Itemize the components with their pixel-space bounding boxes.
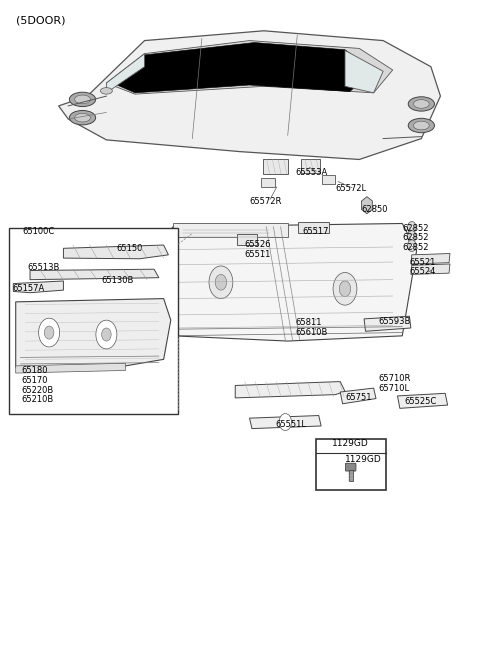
- Circle shape: [102, 328, 111, 341]
- Text: 65150: 65150: [116, 244, 142, 253]
- Text: 65524: 65524: [409, 268, 436, 276]
- Text: 65751: 65751: [345, 394, 372, 402]
- Polygon shape: [159, 224, 417, 341]
- Polygon shape: [107, 41, 393, 94]
- Text: 65157A: 65157A: [12, 284, 44, 293]
- Ellipse shape: [413, 100, 429, 108]
- Polygon shape: [411, 264, 450, 274]
- Circle shape: [44, 326, 54, 339]
- Circle shape: [410, 243, 414, 249]
- Text: 65220B: 65220B: [22, 386, 54, 394]
- Polygon shape: [397, 394, 447, 408]
- Ellipse shape: [70, 110, 96, 125]
- Circle shape: [333, 272, 357, 305]
- Text: 65130B: 65130B: [102, 276, 134, 285]
- Text: 65210B: 65210B: [22, 396, 54, 404]
- Polygon shape: [173, 224, 288, 237]
- Text: 65511: 65511: [245, 250, 271, 258]
- Polygon shape: [59, 31, 441, 159]
- Text: 65610B: 65610B: [295, 328, 327, 337]
- Circle shape: [408, 222, 416, 234]
- Bar: [298, 222, 329, 233]
- Polygon shape: [235, 382, 345, 398]
- Ellipse shape: [413, 121, 429, 130]
- Text: 65572L: 65572L: [336, 184, 367, 194]
- Circle shape: [408, 240, 416, 251]
- Circle shape: [209, 266, 233, 298]
- Bar: [9, 228, 178, 414]
- Text: 65710R: 65710R: [378, 375, 411, 384]
- Ellipse shape: [408, 118, 434, 133]
- Polygon shape: [340, 388, 376, 404]
- Text: 62852: 62852: [402, 243, 429, 251]
- Polygon shape: [364, 316, 411, 331]
- Text: 65710L: 65710L: [378, 384, 409, 393]
- Text: 62852: 62852: [402, 234, 429, 242]
- Polygon shape: [107, 54, 144, 93]
- Circle shape: [96, 320, 117, 349]
- Text: 65521: 65521: [409, 258, 436, 267]
- Text: 65811: 65811: [295, 318, 322, 327]
- FancyBboxPatch shape: [346, 463, 356, 471]
- Text: 65553A: 65553A: [295, 168, 327, 177]
- Ellipse shape: [70, 92, 96, 106]
- Ellipse shape: [75, 113, 90, 122]
- Text: 65100C: 65100C: [23, 227, 55, 236]
- Polygon shape: [111, 43, 373, 93]
- Polygon shape: [30, 269, 159, 279]
- Polygon shape: [13, 281, 63, 293]
- Circle shape: [38, 318, 60, 347]
- Ellipse shape: [408, 96, 434, 111]
- Text: 65517: 65517: [302, 227, 328, 236]
- Text: 65526: 65526: [245, 240, 271, 249]
- Polygon shape: [250, 415, 321, 428]
- Ellipse shape: [100, 88, 112, 94]
- Circle shape: [410, 234, 414, 239]
- Circle shape: [279, 413, 291, 430]
- Polygon shape: [16, 363, 125, 373]
- Text: 1129GD: 1129GD: [332, 439, 369, 448]
- Polygon shape: [63, 245, 168, 258]
- Bar: [349, 470, 353, 481]
- Bar: [263, 159, 288, 174]
- Text: 65551L: 65551L: [276, 420, 307, 429]
- Bar: [301, 159, 320, 173]
- Polygon shape: [16, 298, 171, 367]
- Text: 65593B: 65593B: [378, 317, 411, 326]
- Bar: [316, 439, 385, 490]
- Text: 65572R: 65572R: [250, 197, 282, 207]
- Polygon shape: [345, 51, 383, 93]
- Circle shape: [339, 281, 351, 297]
- Text: 65180: 65180: [22, 366, 48, 375]
- Circle shape: [408, 231, 416, 243]
- Text: 62850: 62850: [362, 205, 388, 214]
- Polygon shape: [411, 253, 450, 264]
- Ellipse shape: [75, 95, 90, 104]
- Text: (5DOOR): (5DOOR): [16, 16, 65, 26]
- Text: 62852: 62852: [402, 224, 429, 234]
- Circle shape: [215, 274, 227, 290]
- Text: 1129GD: 1129GD: [345, 455, 382, 464]
- Bar: [262, 178, 275, 187]
- Text: 65525C: 65525C: [405, 397, 437, 405]
- Text: 65513B: 65513B: [28, 264, 60, 272]
- Bar: [322, 175, 336, 184]
- Circle shape: [410, 225, 414, 230]
- Bar: [237, 234, 257, 245]
- Text: 65170: 65170: [22, 376, 48, 385]
